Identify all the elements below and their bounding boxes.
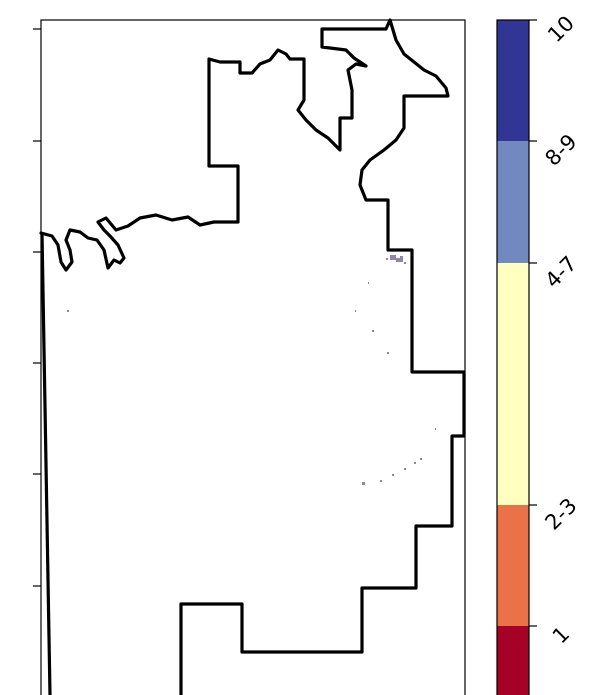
speckle [414,462,416,464]
speckle [372,330,374,332]
speckle [400,256,403,262]
speckle [420,458,422,460]
colorbar-label: 8-9 [540,129,581,170]
region-boundary [39,18,466,695]
colorbar-segment-1 [497,626,529,695]
speckle [396,258,400,262]
colorbar-labels: 10 8-9 4-7 2-3 1 [529,11,582,648]
speckle [387,352,389,354]
colorbar-segment-4-7 [497,263,529,505]
speckle [67,310,69,312]
colorbar-segment-2-3 [497,505,529,626]
speckle [380,480,382,482]
colorbar-label: 2-3 [540,493,581,534]
speckle [404,468,406,470]
speckle [368,282,369,284]
colorbar-label: 10 [543,11,579,47]
speckle [392,474,394,476]
speckle [386,258,388,260]
speckle [404,262,406,264]
colorbar-segment-10 [497,20,529,141]
region-boundary-west [40,232,52,695]
colorbar-frame [496,19,530,695]
speckle [435,428,436,430]
data-speckles [67,255,436,485]
colorbar-segment-8-9 [497,141,529,263]
colorbar-label: 4-7 [540,251,581,292]
map-frame [40,19,466,695]
colorbar [496,19,530,695]
speckle [390,255,396,260]
speckle [362,482,365,485]
map-y-axis-ticks [33,28,41,587]
colorbar-label: 1 [548,622,574,648]
speckle [355,310,356,312]
